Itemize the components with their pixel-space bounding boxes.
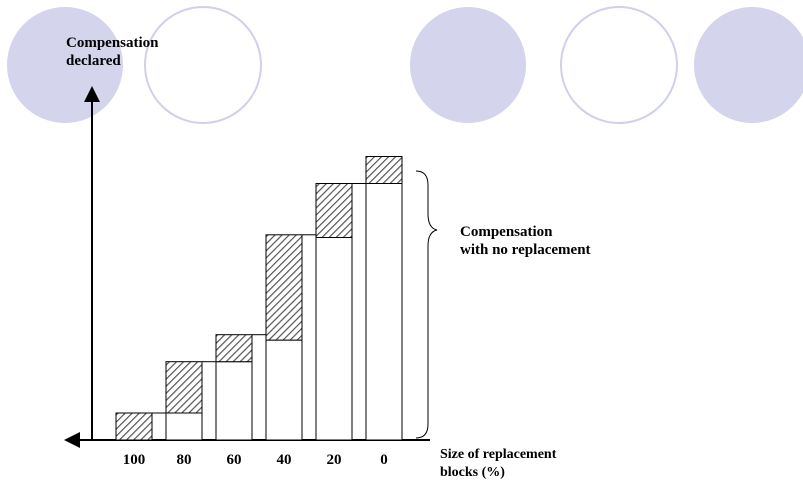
bar-hatched-60: [215, 334, 253, 363]
x-tick-label: 0: [380, 452, 388, 468]
x-tick-label: 60: [226, 452, 242, 468]
bar-base-20: [315, 237, 353, 441]
decor-circle-filled-3: [694, 7, 803, 123]
annotation-label: Compensation with no replacement: [460, 224, 591, 258]
bar-hatched-80: [165, 361, 203, 414]
x-tick-label: 20: [326, 452, 342, 468]
x-axis-label: Size of replacement blocks (%): [440, 447, 557, 480]
bar-base-80: [165, 412, 203, 441]
bar-hatched-0: [365, 156, 403, 184]
x-tick-label: 100: [122, 452, 146, 468]
bar-hatched-40: [265, 234, 303, 341]
bar-hatched-20: [315, 183, 353, 238]
decor-circle-filled-2: [410, 7, 526, 123]
bar-base-60: [215, 361, 253, 441]
brace: [415, 170, 438, 439]
bar-base-0: [365, 183, 403, 441]
bar-base-40: [265, 339, 303, 441]
decor-circle-outline-2: [560, 6, 678, 124]
y-axis-label: Compensation declared: [66, 35, 159, 69]
decor-circle-outline-1: [144, 6, 262, 124]
bar-hatched-100: [115, 412, 153, 441]
x-tick-label: 40: [276, 452, 292, 468]
x-tick-label: 80: [176, 452, 192, 468]
